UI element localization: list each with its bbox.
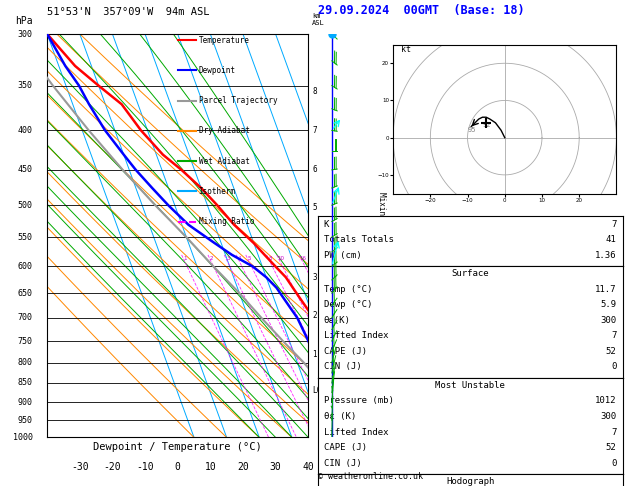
- Text: CIN (J): CIN (J): [324, 459, 362, 468]
- Text: 500: 500: [18, 201, 33, 209]
- Text: 550: 550: [18, 233, 33, 242]
- Text: 20: 20: [237, 462, 249, 471]
- Text: 300: 300: [601, 316, 616, 325]
- Text: Most Unstable: Most Unstable: [435, 381, 505, 390]
- Text: 10: 10: [204, 462, 216, 471]
- Text: 3: 3: [226, 256, 230, 261]
- Text: 6: 6: [312, 165, 317, 174]
- X-axis label: Dewpoint / Temperature (°C): Dewpoint / Temperature (°C): [93, 442, 262, 451]
- Text: Mixing Ratio (g/kg): Mixing Ratio (g/kg): [377, 192, 386, 279]
- Text: Parcel Trajectory: Parcel Trajectory: [199, 96, 277, 105]
- Text: 1012: 1012: [595, 397, 616, 405]
- Text: 800: 800: [18, 358, 33, 367]
- Text: Dry Adiabat: Dry Adiabat: [199, 126, 250, 135]
- Text: 52: 52: [606, 443, 616, 452]
- Text: 7: 7: [611, 331, 616, 340]
- Text: 350: 350: [18, 81, 33, 90]
- Text: 2: 2: [312, 311, 317, 320]
- Text: Pressure (mb): Pressure (mb): [324, 397, 394, 405]
- Text: K: K: [324, 220, 329, 228]
- Text: 750: 750: [18, 336, 33, 346]
- Text: Isotherm: Isotherm: [199, 187, 236, 196]
- Text: 7: 7: [611, 428, 616, 436]
- Text: Lifted Index: Lifted Index: [324, 428, 388, 436]
- Text: LCL: LCL: [312, 386, 326, 395]
- Text: Temperature: Temperature: [199, 35, 250, 45]
- Text: 0: 0: [611, 459, 616, 468]
- Text: Wet Adiabat: Wet Adiabat: [199, 156, 250, 166]
- Text: 950: 950: [18, 416, 33, 425]
- Text: kt: kt: [401, 45, 411, 54]
- Text: Temp (°C): Temp (°C): [324, 285, 372, 294]
- Text: 51°53'N  357°09'W  94m ASL: 51°53'N 357°09'W 94m ASL: [47, 7, 209, 17]
- Text: Mixing Ratio: Mixing Ratio: [199, 217, 254, 226]
- Text: 30: 30: [270, 462, 281, 471]
- Text: Dewp (°C): Dewp (°C): [324, 300, 372, 309]
- Text: -20: -20: [104, 462, 121, 471]
- Text: © weatheronline.co.uk: © weatheronline.co.uk: [318, 472, 423, 481]
- Text: 300: 300: [18, 30, 33, 38]
- Text: 850: 850: [18, 379, 33, 387]
- Text: 92: 92: [482, 122, 491, 127]
- Text: Totals Totals: Totals Totals: [324, 235, 394, 244]
- Text: Dewpoint: Dewpoint: [199, 66, 236, 75]
- Text: 1: 1: [312, 349, 317, 359]
- Text: 650: 650: [18, 289, 33, 297]
- Text: 400: 400: [18, 126, 33, 135]
- Text: 700: 700: [18, 313, 33, 322]
- Text: 450: 450: [18, 165, 33, 174]
- Text: 5: 5: [248, 256, 251, 261]
- Text: 10: 10: [277, 256, 284, 261]
- Text: 4: 4: [238, 256, 242, 261]
- Text: 1000: 1000: [13, 433, 33, 442]
- Text: 1: 1: [184, 256, 187, 261]
- Text: 300: 300: [601, 412, 616, 421]
- Text: 0: 0: [611, 363, 616, 371]
- Text: θε(K): θε(K): [324, 316, 350, 325]
- Text: CIN (J): CIN (J): [324, 363, 362, 371]
- Text: CAPE (J): CAPE (J): [324, 443, 367, 452]
- Text: hPa: hPa: [15, 16, 33, 26]
- Text: 40: 40: [303, 462, 314, 471]
- Text: -10: -10: [136, 462, 154, 471]
- Text: km
ASL: km ASL: [312, 13, 325, 26]
- Text: 7: 7: [611, 220, 616, 228]
- Text: 41: 41: [606, 235, 616, 244]
- Text: Lifted Index: Lifted Index: [324, 331, 388, 340]
- Text: 900: 900: [18, 398, 33, 407]
- Text: 5.9: 5.9: [601, 300, 616, 309]
- Text: 16: 16: [299, 256, 306, 261]
- Text: Hodograph: Hodograph: [446, 477, 494, 486]
- Text: PW (cm): PW (cm): [324, 251, 362, 260]
- Text: 52: 52: [606, 347, 616, 356]
- Text: 11.7: 11.7: [595, 285, 616, 294]
- Text: 8: 8: [269, 256, 272, 261]
- Text: -30: -30: [71, 462, 89, 471]
- Text: 5: 5: [312, 203, 317, 212]
- Text: Surface: Surface: [452, 269, 489, 278]
- Text: 29.09.2024  00GMT  (Base: 18): 29.09.2024 00GMT (Base: 18): [318, 4, 524, 17]
- Text: 8: 8: [312, 87, 317, 96]
- Text: 95: 95: [467, 127, 476, 133]
- Text: 2: 2: [210, 256, 213, 261]
- Text: θε (K): θε (K): [324, 412, 356, 421]
- Text: CAPE (J): CAPE (J): [324, 347, 367, 356]
- Text: 1.36: 1.36: [595, 251, 616, 260]
- Text: 7: 7: [312, 126, 317, 135]
- Text: 600: 600: [18, 262, 33, 271]
- Text: 0: 0: [175, 462, 181, 471]
- Text: 3: 3: [312, 273, 317, 282]
